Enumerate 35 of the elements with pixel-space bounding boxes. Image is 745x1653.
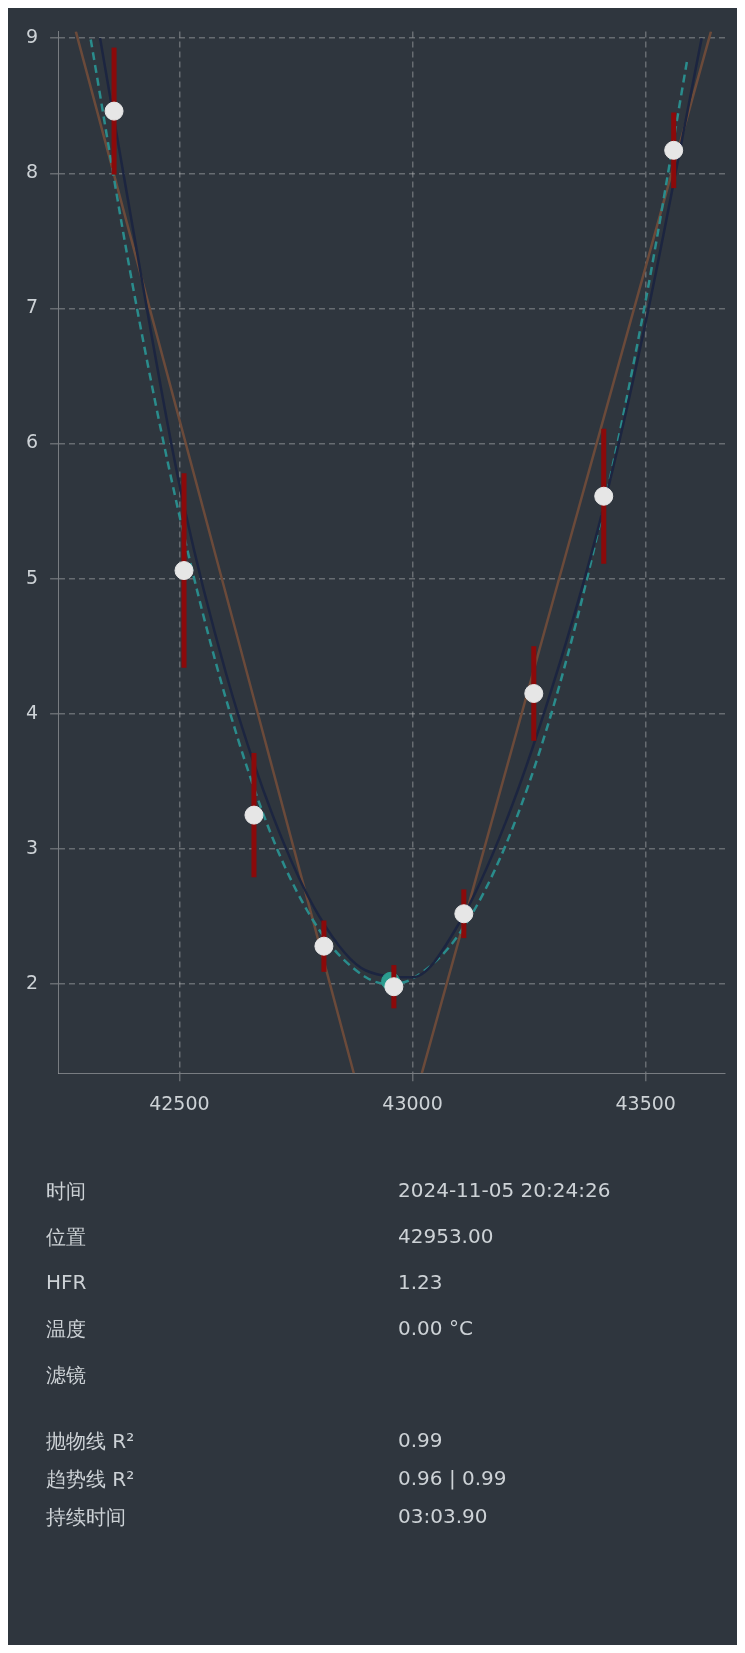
x-tick-label: 43000	[382, 1091, 443, 1114]
point	[384, 977, 404, 997]
text: 时间	[46, 1178, 87, 1205]
x-tick-label: 43500	[615, 1091, 676, 1114]
y-tick-label: 7	[25, 295, 39, 318]
y-tick-label: 4	[25, 700, 39, 723]
text: 0.00 °C	[398, 1316, 473, 1340]
text: 2024-11-05 20:24:26	[398, 1178, 611, 1202]
point	[104, 101, 124, 121]
point	[594, 486, 614, 506]
text: 03:03.90	[398, 1504, 488, 1528]
text: 1.23	[398, 1270, 443, 1294]
text: HFR	[46, 1270, 88, 1294]
text: 温度	[46, 1316, 87, 1343]
text: 42953.00	[398, 1224, 494, 1248]
x-tick-label: 42500	[149, 1091, 210, 1114]
point	[244, 805, 264, 825]
y-tick-label: 8	[25, 160, 39, 183]
text: 持续时间	[46, 1504, 127, 1531]
point	[454, 904, 474, 924]
text: 抛物线 R²	[46, 1428, 136, 1455]
text: 0.99	[398, 1428, 443, 1452]
point	[314, 936, 334, 956]
y-tick-label: 2	[25, 970, 39, 993]
text: 0.96 | 0.99	[398, 1466, 507, 1490]
text: 位置	[46, 1224, 87, 1251]
y-tick-label: 5	[25, 565, 39, 588]
point	[174, 561, 194, 581]
point	[524, 684, 544, 703]
y-tick-label: 6	[25, 430, 39, 453]
y-tick-label: 9	[25, 25, 39, 48]
text: 滤镜	[46, 1362, 87, 1389]
point	[664, 140, 684, 160]
text: 趋势线 R²	[46, 1466, 136, 1493]
y-tick-label: 3	[25, 835, 39, 858]
